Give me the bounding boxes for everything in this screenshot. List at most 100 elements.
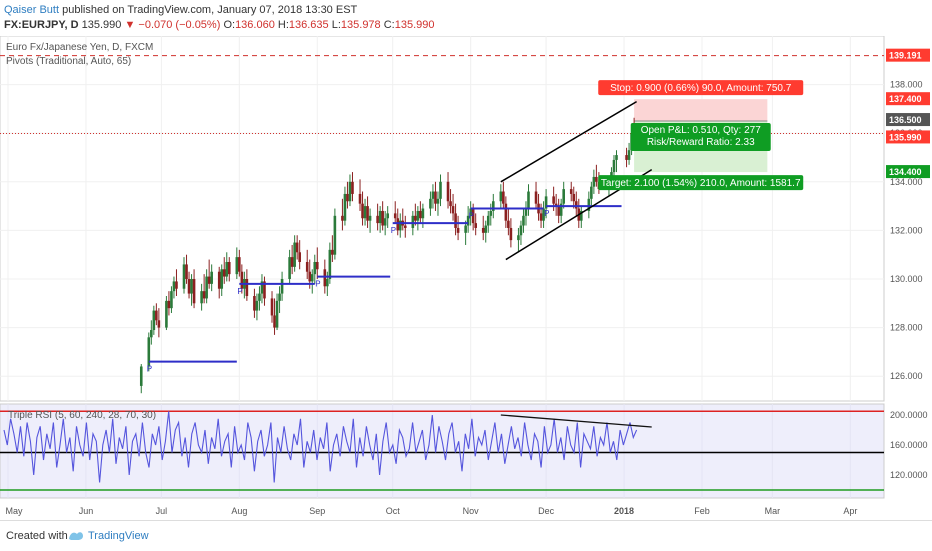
candle-body <box>238 257 241 272</box>
open-label: O: <box>223 19 236 31</box>
target-label-bg <box>598 175 804 191</box>
author-link[interactable]: Qaiser Butt <box>4 4 60 16</box>
candle-body <box>376 215 379 224</box>
candle-body <box>341 215 344 221</box>
ohlc-line: FX:EURJPY, D 135.990 ▼ −0.070 (−0.05%) O… <box>4 19 435 31</box>
candles <box>139 117 636 394</box>
candle-body <box>167 300 171 309</box>
candle-body <box>587 198 591 211</box>
time-axis[interactable]: May Jun Jul Aug Sep Oct Nov Dec 2018 Feb Mar Apr <box>5 506 857 516</box>
divergence-line[interactable] <box>500 414 652 428</box>
candle-body <box>519 225 523 236</box>
candle-body <box>305 261 309 272</box>
candle-body <box>625 155 628 160</box>
rsi-pane-bg <box>0 403 885 499</box>
candle-body <box>524 208 528 216</box>
price-badge-label: 136.500 <box>889 115 922 125</box>
low-value: 135.978 <box>340 19 381 31</box>
main-pane[interactable]: P P P P P P Stop: 0.900 (0.66%) 90.0, Amount:… <box>0 36 930 402</box>
created-with-text: Created with <box>6 530 68 542</box>
candle-body <box>456 227 460 233</box>
candle-body <box>454 213 457 228</box>
candle-body <box>190 279 193 294</box>
candle-body <box>358 193 362 204</box>
candle-body <box>416 210 420 221</box>
candle-body <box>481 227 485 233</box>
candle-body <box>615 155 618 160</box>
candle-body <box>147 337 151 367</box>
price-badge-bg <box>886 113 930 127</box>
low-label: L: <box>331 19 341 31</box>
candle-body <box>313 261 317 275</box>
candle-body <box>381 210 384 226</box>
candle-body <box>315 261 319 270</box>
candle-body <box>396 218 400 231</box>
y-tick-label: 126.000 <box>890 371 923 381</box>
candle-body <box>559 203 563 216</box>
candle-body <box>592 176 596 187</box>
candle-body <box>175 281 178 289</box>
close-label: C: <box>383 19 395 31</box>
candle-body <box>139 366 143 386</box>
pivot-marker: P <box>544 209 549 218</box>
candle-body <box>253 296 256 311</box>
pivot-lines: P P P P P P <box>147 205 622 374</box>
x-tick-label: Aug <box>231 506 247 516</box>
candle-body <box>331 249 334 255</box>
candle-body <box>612 159 616 173</box>
candle-body <box>217 271 221 289</box>
price-badge-label: 137.400 <box>889 94 922 104</box>
price-badge-bg <box>886 130 930 144</box>
candle-body <box>595 176 598 182</box>
candle-body <box>562 189 565 204</box>
candle-body <box>225 261 229 277</box>
chart-canvas[interactable]: P P P P P P Stop: 0.900 (0.66%) 90.0, Amount:… <box>0 36 932 520</box>
rsi-legend: Triple RSI (5, 60, 240, 28, 70, 30) <box>8 410 156 421</box>
candle-body <box>192 279 196 304</box>
y-tick-label: 128.000 <box>890 323 923 333</box>
candle-body <box>207 276 211 284</box>
price-badge-label: 135.990 <box>889 132 922 142</box>
rsi-pane[interactable]: Triple RSI (5, 60, 240, 28, 70, 30) 120.… <box>0 403 928 499</box>
rsi-tick-label: 200.0000 <box>890 410 928 420</box>
candle-body <box>333 215 337 255</box>
candle-body <box>326 279 329 287</box>
candle-body <box>273 315 276 328</box>
candle-body <box>351 181 354 194</box>
candle-body <box>484 225 488 233</box>
x-tick-label: Feb <box>694 506 710 516</box>
y-tick-label: 130.000 <box>890 274 923 284</box>
x-tick-label: Dec <box>538 506 555 516</box>
candle-body <box>554 203 558 207</box>
candle-body <box>260 281 264 294</box>
candle-body <box>517 235 520 241</box>
candle-body <box>361 203 364 219</box>
candle-body <box>220 269 224 289</box>
rsi-axis[interactable]: 120.0000 160.0000 200.0000 <box>890 410 928 480</box>
candle-body <box>446 181 450 202</box>
x-tick-label: 2018 <box>614 506 634 516</box>
candle-body <box>343 193 347 221</box>
pivot-marker: P <box>469 212 474 221</box>
tradingview-brand[interactable]: TradingView <box>88 530 149 542</box>
footer: Created with TradingView <box>0 520 932 551</box>
channel-line[interactable] <box>500 100 637 183</box>
rsi-levels <box>0 410 884 491</box>
candle-body <box>298 252 301 262</box>
candle-body <box>290 257 294 267</box>
candle-body <box>172 281 176 292</box>
symbol-label: FX:EURJPY, D <box>4 19 79 31</box>
open-value: 136.060 <box>235 19 275 31</box>
candle-body <box>157 320 161 328</box>
candle-body <box>539 213 543 221</box>
candle-body <box>464 225 467 233</box>
candle-body <box>414 215 417 221</box>
price-change: −0.070 (−0.05%) <box>138 19 221 31</box>
candle-body <box>155 310 158 321</box>
price-badge-bg <box>886 165 930 179</box>
candle-body <box>202 291 206 299</box>
candle-body <box>627 150 631 160</box>
candle-body <box>471 208 475 224</box>
candle-body <box>436 198 440 204</box>
candle-body <box>348 181 352 202</box>
